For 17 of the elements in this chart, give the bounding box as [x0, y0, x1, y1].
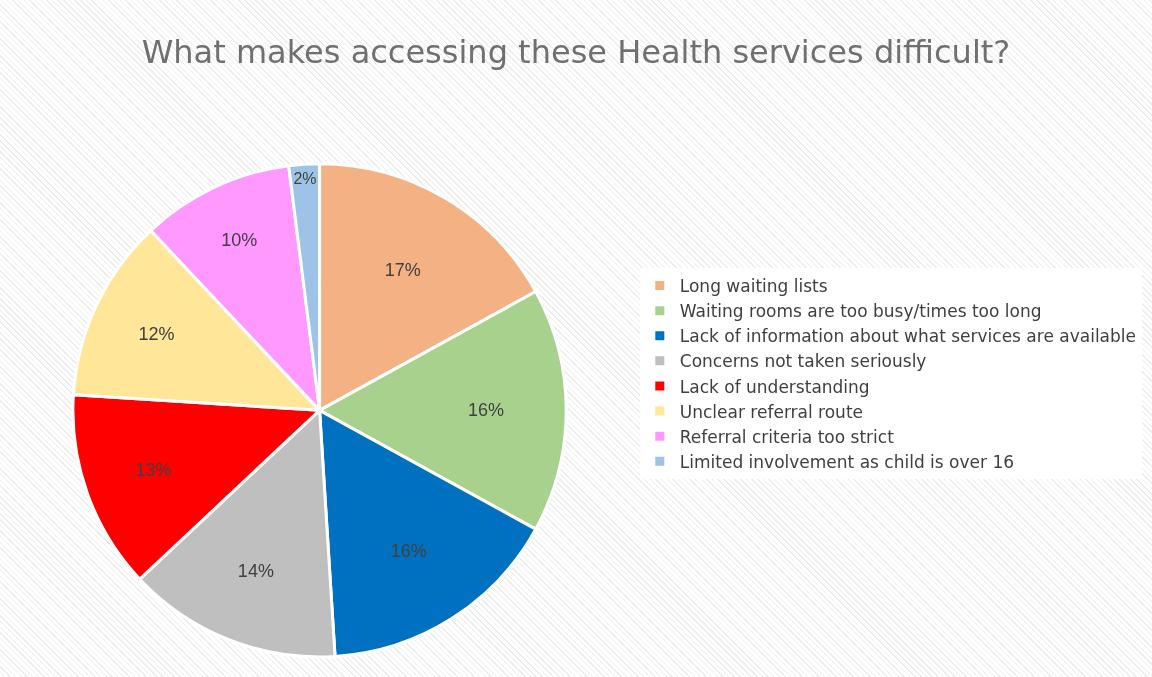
- data-label: 14%: [237, 561, 274, 582]
- data-label: 16%: [468, 400, 505, 421]
- legend-label: Unclear referral route: [679, 401, 864, 422]
- data-label: 16%: [390, 540, 427, 561]
- data-label: 12%: [138, 323, 175, 344]
- legend-label: Waiting rooms are too busy/times too long: [679, 301, 1042, 322]
- legend-label: Referral criteria too strict: [679, 426, 895, 447]
- legend-label: Limited involvement as child is over 16: [679, 451, 1015, 472]
- legend-label: Lack of understanding: [679, 376, 870, 397]
- legend-label: Long waiting lists: [679, 276, 828, 297]
- chart-title: What makes accessing these Health services difficult?: [141, 33, 1011, 72]
- data-label: 2%: [293, 170, 317, 188]
- legend-label: Lack of information about what services are available: [679, 326, 1136, 347]
- data-label: 13%: [135, 460, 172, 481]
- data-label: 17%: [384, 259, 421, 280]
- data-label: 10%: [221, 229, 258, 250]
- legend-label: Concerns not taken seriously: [679, 351, 927, 372]
